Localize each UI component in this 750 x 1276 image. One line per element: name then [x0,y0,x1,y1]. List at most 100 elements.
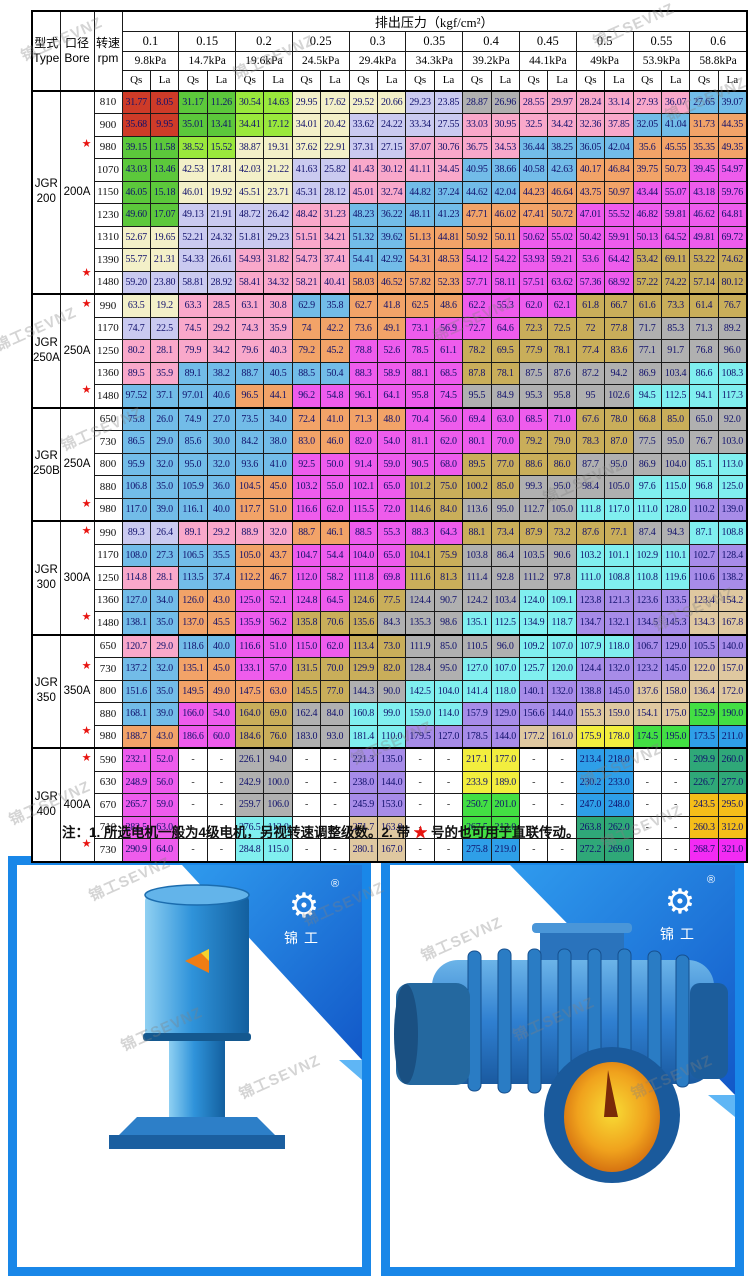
spec-cell: 70.4 [405,407,435,431]
spec-cell: 41.8 [377,293,407,318]
kpa-col-0.3: 29.4kPa [348,51,407,71]
spec-data-table: 型式 Type 口径 Bore 转速 rpm 排出压力（kgf/cm²） 0.1 0.15… [31,10,748,863]
table-row: JGR 300 300A ★ ★ 990 89.3 26.4 89.1 29.2 88.9 32.0… [31,520,748,635]
spec-cell: 116.1 [178,497,208,522]
sub-header-la: La [490,70,520,91]
spec-cell: 135.8 [291,611,322,635]
spec-cell: 145.5 [291,679,322,703]
table-row: 980 39.15 11.58 38.52 15.52 38.87 19.31 37.62 22… [32,135,748,159]
spec-cell: 76.0 [263,724,293,749]
spec-cell: 45.0 [263,475,293,499]
spec-cell: 84.9 [490,384,520,408]
spec-cell: 112.5 [490,611,520,635]
spec-cell: 104.5 [235,475,265,499]
star-icon: ★ [81,752,92,764]
spec-cell: 54.4 [320,543,350,567]
spec-cell: 30.8 [263,293,293,318]
spec-cell: 38.52 [178,135,208,159]
spec-cell: 54.73 [291,248,322,272]
spec-cell: 86.6 [689,361,719,385]
spec-cell: 46.7 [263,566,293,590]
spec-cell: 68.5 [433,361,464,385]
rpm-cell: 1250 [93,339,123,363]
pressure-col-0.5: 0.5 [575,31,634,52]
spec-cell: 75.8 [121,407,151,431]
table-row: 670 265.7 59.0- -259.7 106.0- -245.9 153.0- -25… [32,793,748,817]
spec-cell: 72 [575,316,606,340]
spec-cell: 29.97 [547,90,577,114]
rpm-cell: 1360 [93,361,123,385]
spec-cell: 63.5 [121,293,151,318]
spec-cell: 39.45 [689,158,719,182]
spec-cell: 31.77 [121,90,151,114]
spec-cell: 59.0 [149,793,180,817]
spec-cell: 53.6 [575,248,606,272]
sub-header-la: La [717,70,748,91]
spec-cell: 110.2 [689,497,719,522]
spec-cell: 110.0 [377,724,407,749]
spec-cell: 24.32 [206,225,237,249]
spec-cell: 45.2 [320,339,350,363]
spec-cell: 54.31 [405,248,435,272]
spec-cell: 32.0 [149,657,180,681]
spec-cell: 118.0 [490,679,520,703]
spec-cell: 38.66 [490,158,520,182]
spec-cell: 44.1 [263,384,293,408]
spec-cell: 39.0 [149,497,180,522]
spec-cell: 98.6 [433,611,464,635]
rpm-cell: 1230 [93,203,123,227]
spec-cell: 103.5 [518,543,549,567]
spec-cell: 64.1 [377,384,407,408]
spec-cell: 137.6 [632,679,662,703]
spec-cell: 58.41 [235,270,265,295]
sub-header-qs: Qs [405,70,435,91]
corner-bore: 口径 Bore [59,10,95,91]
spec-cell: 48.23 [348,203,379,227]
spec-cell: 56.0 [433,407,464,431]
spec-cell: 113.0 [717,452,748,476]
spec-cell: 34.45 [433,158,464,182]
spec-cell: 46.52 [377,270,407,295]
spec-cell: 94.3 [660,520,691,545]
spec-cell: 89.5 [121,361,151,385]
spec-cell: 230.2 [575,770,606,794]
spec-cell: 52.6 [377,339,407,363]
spec-cell: 48.11 [405,203,435,227]
spec-cell: 85.0 [433,634,464,658]
spec-cell: 233.9 [462,770,492,794]
spec-cell: 79.0 [547,430,577,454]
spec-cell: 178.0 [604,724,634,749]
spec-cell: 34.32 [263,270,293,295]
star-icon: ★ [81,660,92,672]
spec-cell: 47.01 [575,203,606,227]
spec-cell: 89.2 [717,316,748,340]
spec-cell: 44.23 [518,180,549,204]
spec-cell: 242.9 [235,770,265,794]
star-icon: ★ [81,266,92,279]
spec-cell: 57.82 [405,270,435,295]
spec-cell: 218.0 [604,747,634,772]
spec-cell: - [405,770,435,794]
spec-cell: 89.1 [178,520,208,545]
spec-cell: 45.31 [291,180,322,204]
spec-cell: 95.0 [490,497,520,522]
spec-cell: 48.53 [433,248,464,272]
spec-cell: 49.1 [377,316,407,340]
spec-cell: 62.9 [291,293,322,318]
spec-cell: 132.1 [604,611,634,635]
spec-cell: 105.0 [604,475,634,499]
spec-cell: 123.2 [632,657,662,681]
spec-cell: 133.1 [235,657,265,681]
spec-cell: 40.5 [263,361,293,385]
spec-cell: 87.2 [575,361,606,385]
spec-cell: 73.2 [547,520,577,545]
spec-cell: 44.81 [433,225,464,249]
spec-cell: 74.5 [433,384,464,408]
table-row: 800 151.6 35.0 149.5 49.0 147.5 63.0 145.5 77.0 1… [32,679,748,703]
spec-cell: 115.0 [263,838,293,862]
spec-cell: 35.0 [149,475,180,499]
spec-cell: 104.7 [291,543,322,567]
spec-cell: 55.52 [604,203,634,227]
spec-cell: 43.03 [121,158,151,182]
